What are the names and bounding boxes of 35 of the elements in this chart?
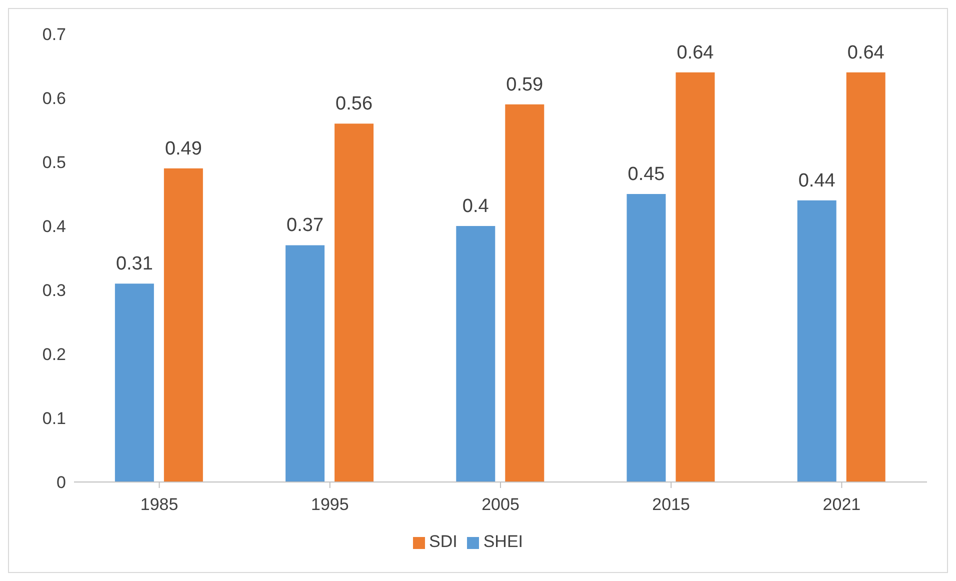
- y-tick-label: 0.7: [42, 25, 66, 44]
- y-tick-label: 0.6: [42, 89, 66, 108]
- data-label: 0.64: [847, 42, 885, 64]
- bar: [456, 226, 496, 482]
- legend-label: SDI: [428, 532, 458, 551]
- bar: [114, 284, 154, 482]
- y-tick-label: 0.1: [42, 409, 66, 428]
- data-label: 0.37: [286, 215, 324, 236]
- bar: [164, 168, 203, 482]
- data-label: 0.31: [116, 254, 153, 275]
- y-tick-label: 0.2: [42, 345, 66, 364]
- x-tick-label: 1995: [310, 495, 349, 514]
- data-label: 0.64: [676, 42, 714, 64]
- x-tick-label: 2005: [482, 495, 520, 514]
- y-tick-label: 0: [56, 473, 66, 492]
- data-label: 0.4: [462, 196, 490, 217]
- x-tick-label: 2021: [822, 495, 861, 514]
- x-tick-label: 2015: [652, 495, 690, 514]
- data-label: 0.44: [798, 170, 836, 192]
- data-label: 0.59: [506, 74, 544, 96]
- bar: [505, 104, 544, 482]
- y-tick-label: 0.5: [42, 153, 66, 172]
- bar: [334, 124, 374, 482]
- bar: [286, 245, 325, 482]
- y-tick-label: 0.4: [42, 217, 66, 236]
- bar: [797, 200, 836, 482]
- legend-label: SHEI: [483, 532, 524, 551]
- data-label: 0.49: [164, 138, 202, 160]
- bar: [626, 194, 666, 482]
- data-label: 0.56: [336, 94, 373, 115]
- bar: [846, 72, 886, 482]
- data-label: 0.45: [628, 164, 665, 185]
- x-tick-label: 1985: [140, 495, 178, 514]
- y-tick-label: 0.3: [42, 281, 66, 300]
- bar: [676, 72, 715, 482]
